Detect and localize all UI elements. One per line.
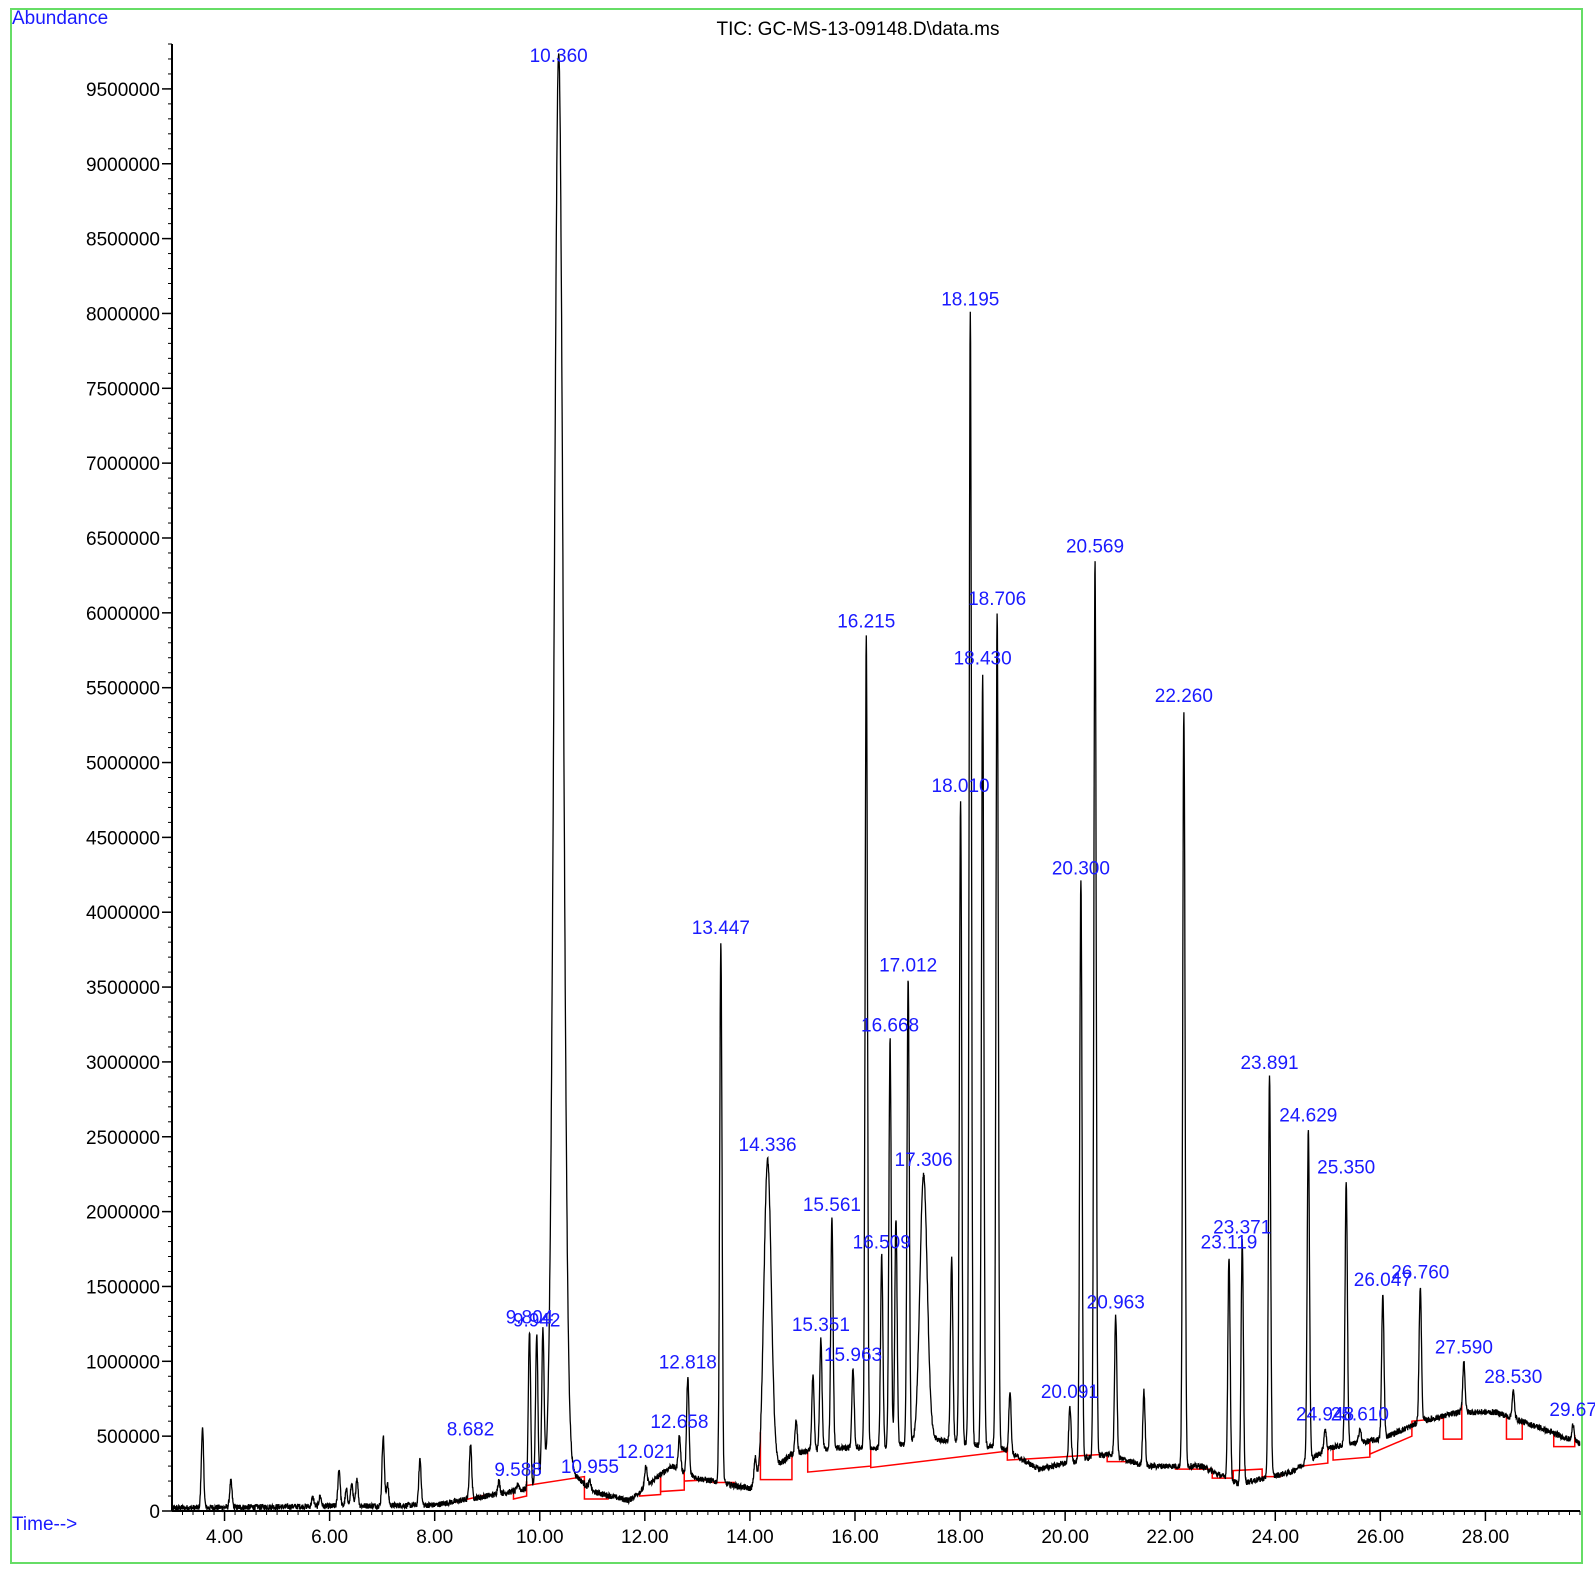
peak-label: 26.047 — [1354, 1270, 1412, 1291]
x-tick-label: 6.00 — [311, 1527, 348, 1548]
y-tick-label: 5500000 — [86, 679, 160, 700]
peak-label: 15.963 — [824, 1345, 882, 1366]
y-tick-label: 1500000 — [86, 1277, 160, 1298]
x-tick-label: 14.00 — [726, 1527, 774, 1548]
peak-label: 13.447 — [692, 918, 750, 939]
y-tick-label: 6500000 — [86, 529, 160, 550]
y-tick-label: 2000000 — [86, 1203, 160, 1224]
peak-label: 8.682 — [447, 1420, 495, 1441]
peak-label: 24.629 — [1279, 1105, 1337, 1126]
peak-label: 17.306 — [895, 1150, 953, 1171]
peak-label: 10.360 — [530, 46, 588, 67]
integration-baseline — [512, 1481, 528, 1500]
peak-label: 18.010 — [932, 776, 990, 797]
y-tick-label: 4500000 — [86, 828, 160, 849]
peak-label: 16.668 — [861, 1015, 919, 1036]
y-tick-label: 0 — [149, 1502, 160, 1523]
y-tick-label: 5000000 — [86, 754, 160, 775]
peak-label: 18.706 — [968, 589, 1026, 610]
y-tick-label: 4000000 — [86, 903, 160, 924]
x-tick-label: 20.00 — [1041, 1527, 1089, 1548]
y-tick-label: 8000000 — [86, 304, 160, 325]
peak-label: 24.948 — [1296, 1405, 1354, 1426]
tic-trace-line — [171, 53, 1581, 1513]
x-tick-label: 24.00 — [1252, 1527, 1300, 1548]
peak-label: 20.300 — [1052, 858, 1110, 879]
tic-trace — [171, 53, 1581, 1513]
chart-title: TIC: GC-MS-13-09148.D\data.ms — [717, 19, 1000, 40]
integration-baseline — [1369, 1425, 1413, 1456]
integration-baseline — [869, 1446, 1009, 1469]
x-tick-label: 26.00 — [1357, 1527, 1405, 1548]
peak-label: 27.590 — [1435, 1337, 1493, 1358]
y-tick-label: 3000000 — [86, 1053, 160, 1074]
peak-label: 16.215 — [837, 611, 895, 632]
x-tick-label: 8.00 — [416, 1527, 453, 1548]
integration-baseline — [1232, 1468, 1263, 1482]
peak-label: 9.942 — [513, 1310, 561, 1331]
x-axis-label: Time--> — [12, 1514, 78, 1535]
y-tick-label: 9500000 — [86, 80, 160, 101]
y-axis-label: Abundance — [12, 8, 109, 29]
y-tick-label: 500000 — [97, 1427, 160, 1448]
peak-label: 14.336 — [739, 1135, 797, 1156]
peak-label: 26.760 — [1391, 1262, 1449, 1283]
chart-frame — [10, 8, 1583, 1564]
y-tick-label: 7000000 — [86, 454, 160, 475]
integration-baseline — [1552, 1433, 1576, 1448]
peak-label: 17.012 — [879, 956, 937, 977]
peak-label: 23.119 — [1201, 1233, 1258, 1254]
y-tick-label: 7500000 — [86, 379, 160, 400]
peak-label: 12.021 — [617, 1442, 675, 1463]
peak-label: 28.530 — [1484, 1367, 1542, 1388]
peak-label: 15.561 — [803, 1195, 861, 1216]
peak-label: 23.371 — [1213, 1218, 1271, 1239]
y-tick-label: 1000000 — [86, 1352, 160, 1373]
peak-label: 12.818 — [659, 1352, 717, 1373]
x-tick-label: 12.00 — [621, 1527, 669, 1548]
integration-baseline — [759, 1432, 793, 1481]
peak-label: 29.67 — [1549, 1400, 1595, 1421]
x-tick-label: 16.00 — [831, 1527, 879, 1548]
peak-label: 23.891 — [1240, 1053, 1298, 1074]
y-tick-label: 8500000 — [86, 230, 160, 251]
peak-label: 20.963 — [1087, 1292, 1145, 1313]
peak-label: 22.260 — [1155, 686, 1213, 707]
x-tick-label: 4.00 — [206, 1527, 243, 1548]
peak-label: 16.509 — [853, 1233, 911, 1254]
peak-label: 18.195 — [941, 289, 999, 310]
axes: 0 500000 1000000 1500000 2000000 2500000 30000… — [86, 43, 1581, 1548]
x-tick-label: 18.00 — [936, 1527, 984, 1548]
peak-label: 10.955 — [561, 1457, 619, 1478]
peak-label: 25.350 — [1317, 1158, 1375, 1179]
peak-label: 9.804 — [506, 1307, 554, 1328]
peak-label: 15.351 — [792, 1315, 850, 1336]
peak-label: 25.610 — [1331, 1405, 1389, 1426]
peak-label: 18.430 — [954, 649, 1012, 670]
peak-label: 12.658 — [650, 1412, 708, 1433]
peak-label: 20.569 — [1066, 536, 1124, 557]
x-tick-label: 28.00 — [1462, 1527, 1510, 1548]
peak-label: 20.091 — [1041, 1382, 1099, 1403]
integration-baseline — [1505, 1415, 1523, 1440]
y-tick-label: 3500000 — [86, 978, 160, 999]
integration-baseline — [1442, 1402, 1463, 1440]
y-tick-label: 2500000 — [86, 1128, 160, 1149]
y-tick-label: 6000000 — [86, 604, 160, 625]
x-tick-label: 22.00 — [1146, 1527, 1194, 1548]
peak-label: 9.588 — [494, 1460, 542, 1481]
x-tick-label: 10.00 — [516, 1527, 564, 1548]
y-tick-label: 9000000 — [86, 155, 160, 176]
